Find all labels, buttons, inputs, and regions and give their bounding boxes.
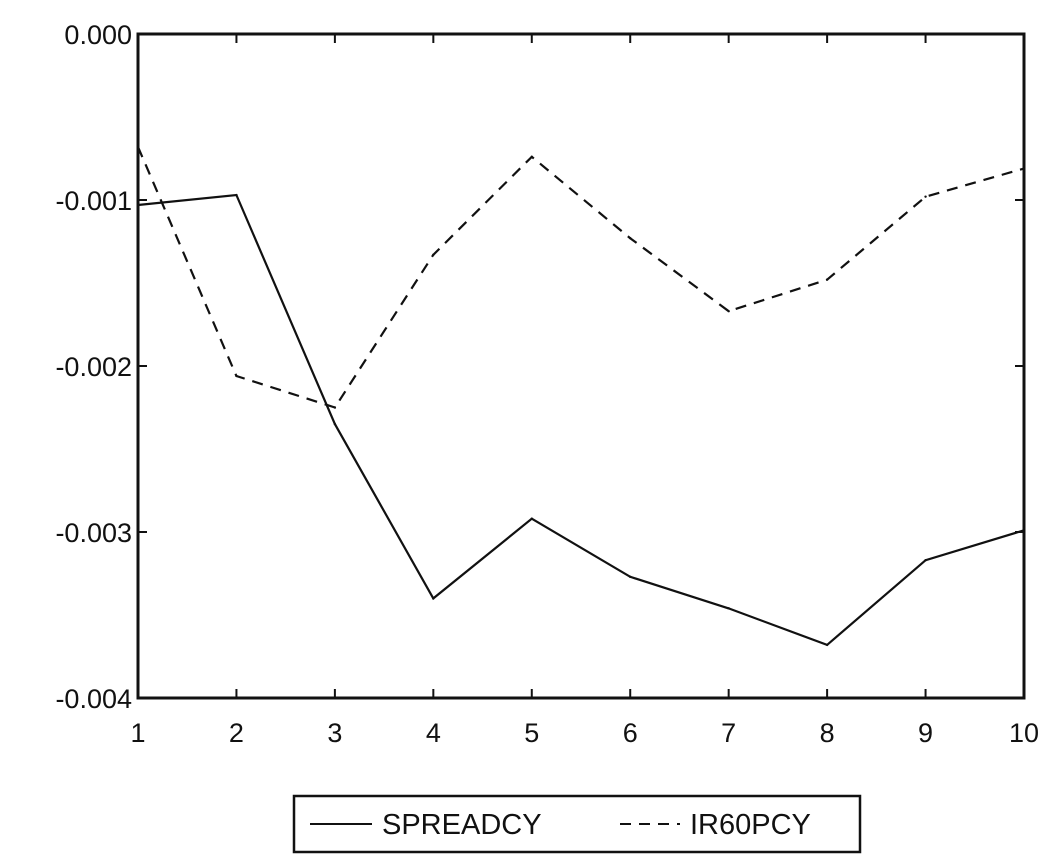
data-point-spreadcy [530,517,533,520]
y-tick-label: -0.001 [55,186,132,216]
data-point-ir60pcy [235,374,238,378]
x-tick-label: 3 [327,718,342,748]
y-tick-label: -0.004 [55,684,132,714]
x-tick-label: 10 [1009,718,1039,748]
x-tick-label: 2 [229,718,244,748]
data-point-spreadcy [825,643,829,647]
x-tick-label: 5 [524,718,539,748]
data-point-ir60pcy [1022,167,1026,170]
legend-label-ir60pcy: IR60PCY [690,809,811,841]
data-point-ir60pcy [629,236,632,240]
data-point-ir60pcy [333,406,337,409]
x-tick-label: 1 [130,718,145,748]
series-line-ir60pcy [136,146,1025,409]
data-point-ir60pcy [530,155,533,159]
x-tick-label: 8 [820,718,835,748]
x-tick-label: 7 [721,718,736,748]
data-point-ir60pcy [136,145,140,149]
plot-area-frame [136,32,1026,700]
y-axis: 0.000 -0.001 -0.002 -0.003 -0.004 [55,20,1024,714]
y-tick-label: 0.000 [64,20,132,50]
data-point-spreadcy [333,422,337,426]
legend-label-spreadcy: SPREADCY [382,809,542,841]
data-point-spreadcy [629,575,632,579]
data-point-ir60pcy [825,278,829,281]
x-axis: 1 2 3 4 5 6 7 8 9 10 [130,34,1039,748]
data-point-spreadcy [924,559,927,562]
data-point-spreadcy [432,597,435,600]
legend-box [292,794,862,854]
y-tick-label: -0.002 [55,352,132,382]
data-point-spreadcy [1022,529,1026,532]
series-layer [136,145,1026,647]
data-point-ir60pcy [727,310,730,313]
data-point-spreadcy [727,607,730,610]
y-tick-label: -0.003 [55,518,132,548]
data-point-ir60pcy [432,253,435,256]
data-point-spreadcy [136,203,140,207]
data-point-spreadcy [235,193,238,197]
series-line-spreadcy [137,193,1025,647]
x-tick-label: 9 [918,718,933,748]
legend: SPREADCY IR60PCY [292,794,862,854]
data-point-ir60pcy [924,195,927,198]
x-tick-label: 6 [623,718,638,748]
x-tick-label: 4 [426,718,441,748]
